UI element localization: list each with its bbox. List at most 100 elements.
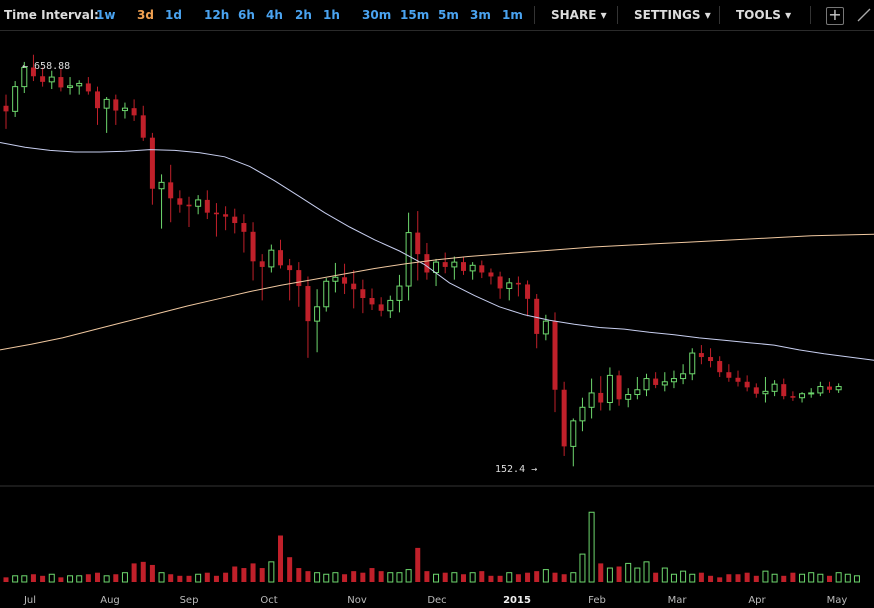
candle-body: [570, 420, 577, 447]
interval-1h-button[interactable]: 1h: [323, 8, 340, 22]
volume-bar: [30, 574, 36, 582]
candle-body: [30, 67, 36, 77]
volume-bar: [488, 575, 494, 582]
candle-body: [680, 373, 687, 380]
volume-bar: [213, 575, 219, 582]
candle-body: [259, 261, 265, 267]
volume-bar: [753, 575, 759, 582]
volume-bar: [771, 573, 778, 583]
volume-bar: [232, 566, 238, 582]
volume-bar: [177, 575, 183, 582]
candle-body: [140, 115, 146, 138]
candle-body: [606, 374, 613, 404]
candle-body: [433, 261, 440, 273]
x-tick-label: Feb: [588, 595, 606, 606]
volume-bar: [268, 561, 275, 583]
interval-2h-button[interactable]: 2h: [295, 8, 312, 22]
candle-body: [360, 289, 366, 299]
x-tick-label: Aug: [100, 595, 120, 606]
interval-4h-button[interactable]: 4h: [266, 8, 283, 22]
candle-body: [121, 107, 128, 112]
volume-bar: [58, 577, 64, 582]
candle-body: [3, 105, 9, 112]
candle-body: [515, 282, 521, 285]
candle-body: [461, 262, 466, 271]
volume-bar: [542, 569, 549, 583]
candle-body: [168, 182, 174, 199]
tools-menu[interactable]: TOOLS ▾: [736, 0, 791, 30]
volume-bar: [853, 575, 860, 583]
volume-bar: [131, 563, 137, 582]
candle-body: [369, 298, 375, 305]
volume-bar: [534, 571, 540, 582]
volume-bar: [204, 572, 210, 582]
volume-bar: [332, 572, 339, 583]
candle-body: [241, 223, 247, 232]
candle-body: [762, 390, 769, 395]
interval-5m-button[interactable]: 5m: [438, 8, 459, 22]
chevron-down-icon: ▾: [600, 8, 607, 22]
volume-bar: [606, 567, 613, 583]
candle-body: [405, 232, 412, 287]
chevron-down-icon: ▾: [785, 8, 792, 22]
candle-body: [223, 214, 229, 217]
x-tick-label: Sep: [180, 595, 199, 606]
volume-bar: [698, 572, 704, 582]
candle-body: [149, 137, 155, 189]
volume-bar: [140, 561, 146, 582]
tools-label: TOOLS: [736, 8, 781, 22]
candle-body: [698, 353, 704, 358]
candle-body: [744, 381, 750, 388]
share-menu[interactable]: SHARE ▾: [551, 0, 607, 30]
volume-bar: [579, 553, 586, 583]
interval-1d-button[interactable]: 1d: [165, 8, 182, 22]
candle-body: [579, 406, 586, 422]
interval-6h-button[interactable]: 6h: [238, 8, 255, 22]
settings-menu[interactable]: SETTINGS ▾: [634, 0, 711, 30]
interval-30m-button[interactable]: 30m: [362, 8, 392, 22]
volume-bar: [149, 564, 155, 582]
volume-bar: [360, 572, 366, 582]
add-indicator-button[interactable]: +: [826, 7, 844, 25]
line-draw-icon[interactable]: [856, 7, 872, 23]
candle-body: [103, 98, 110, 109]
candle-body: [76, 82, 83, 87]
volume-bar: [342, 574, 348, 582]
interval-15m-button[interactable]: 15m: [400, 8, 430, 22]
candle-body: [131, 108, 137, 116]
candle-body: [250, 231, 256, 262]
volume-bar: [799, 573, 806, 583]
interval-3m-button[interactable]: 3m: [470, 8, 491, 22]
interval-1m-button[interactable]: 1m: [502, 8, 523, 22]
volume-bar: [625, 562, 632, 583]
moving-average-long-line: [0, 233, 874, 351]
interval-3d-button[interactable]: 3d: [137, 8, 154, 22]
volume-bar: [708, 575, 714, 582]
toolbar-divider: [719, 6, 720, 24]
candle-body: [396, 285, 403, 301]
toolbar-divider: [534, 6, 535, 24]
candle-body: [387, 299, 394, 312]
candle-body: [653, 378, 659, 385]
volume-bar: [844, 573, 851, 583]
moving-average-short-line: [0, 142, 874, 361]
volume-bar: [570, 572, 577, 583]
candle-body: [817, 386, 824, 394]
price-chart[interactable]: ← 658.88 152.4 → Jul Aug Sep Oct Nov Dec 2015 Fe…: [0, 31, 874, 608]
volume-bar: [278, 535, 283, 582]
share-label: SHARE: [551, 8, 597, 22]
volume-bar: [461, 574, 466, 582]
candle-body: [552, 321, 558, 390]
volume-bar: [168, 574, 174, 582]
candle-body: [204, 199, 210, 213]
volume-bar: [552, 572, 558, 582]
volume-bar: [40, 575, 46, 582]
candle-body: [351, 283, 357, 290]
candle-body: [717, 361, 723, 373]
interval-1w-button[interactable]: 1w: [96, 8, 116, 22]
volume-bar: [525, 572, 531, 582]
interval-12h-button[interactable]: 12h: [204, 8, 230, 22]
candle-body: [479, 265, 485, 273]
candle-body: [85, 83, 91, 92]
volume-bar: [762, 570, 769, 583]
